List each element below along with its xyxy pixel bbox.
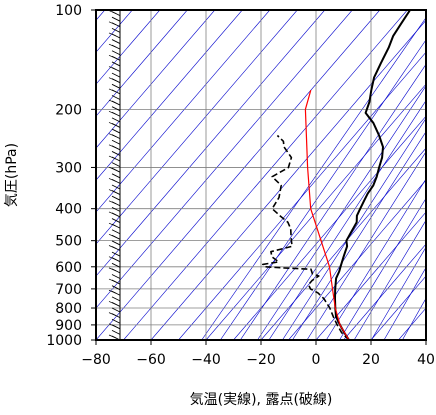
wind-barb	[112, 174, 120, 178]
wind-barb-flag	[109, 246, 116, 249]
isotherm-line	[426, 10, 436, 340]
wind-barb	[112, 297, 120, 301]
wind-barb	[112, 219, 120, 223]
mixing-ratio-line	[257, 10, 436, 340]
wind-barb-flag	[109, 201, 116, 204]
isotherm-line	[69, 10, 353, 340]
isotherm-line	[96, 10, 380, 340]
wind-barb-flag	[109, 22, 116, 25]
wind-barb	[112, 107, 120, 111]
mixing-ratio-line	[340, 10, 436, 340]
wind-barb-flag	[109, 324, 116, 327]
wind-barb	[112, 40, 120, 44]
wind-barb	[112, 207, 120, 211]
wind-barb	[112, 84, 120, 88]
wind-barb-flag	[109, 134, 116, 137]
wind-barb-flag	[109, 11, 116, 14]
wind-barb-flag	[109, 223, 116, 226]
wind-barb	[112, 140, 120, 144]
parcel-line	[305, 90, 349, 340]
isotherm-line	[41, 10, 325, 340]
x-tick-label: −20	[246, 352, 276, 368]
y-tick-label: 100	[55, 3, 82, 19]
wind-barb	[112, 308, 120, 312]
wind-barb	[112, 51, 120, 55]
x-tick-label: 20	[362, 352, 380, 368]
mixing-ratio-line	[354, 10, 436, 340]
y-tick-label: 200	[55, 102, 82, 118]
y-tick-label: 800	[55, 301, 82, 317]
wind-barb-flag	[109, 78, 116, 81]
isotherm-line	[399, 10, 436, 340]
isotherm-line	[124, 10, 408, 340]
wind-barb	[112, 196, 120, 200]
wind-barb-flag	[109, 234, 116, 237]
isotherm-line	[0, 10, 270, 340]
isotherm-line	[206, 10, 436, 340]
wind-barb	[112, 330, 120, 334]
isotherm-line	[0, 10, 187, 340]
wind-barb-flag	[109, 156, 116, 159]
isotherm-line	[151, 10, 435, 340]
y-tick-label: 1000	[46, 333, 82, 349]
wind-barb-flag	[109, 301, 116, 304]
y-tick-label: 900	[55, 318, 82, 334]
wind-barb-flag	[109, 100, 116, 103]
wind-barb	[112, 319, 120, 323]
wind-barb-flag	[109, 313, 116, 316]
wind-barb	[112, 129, 120, 133]
wind-barb	[112, 17, 120, 21]
wind-barb-flag	[109, 279, 116, 282]
y-tick-label: 600	[55, 260, 82, 276]
x-tick-label: 0	[312, 352, 321, 368]
wind-barbs	[109, 6, 120, 340]
wind-barb-flag	[109, 89, 116, 92]
mixing-ratio-line	[220, 10, 436, 340]
y-axis-label: 気圧(hPa)	[4, 143, 20, 207]
mixing-ratio-line	[202, 10, 432, 340]
wind-barb	[112, 118, 120, 122]
mixing-ratio-line	[402, 10, 436, 340]
wind-barb	[112, 73, 120, 77]
wind-barb-flag	[109, 55, 116, 58]
wind-barb-flag	[109, 44, 116, 47]
x-tick-label: 40	[417, 352, 435, 368]
mixing-ratio-line	[292, 10, 436, 340]
y-tick-label: 400	[55, 202, 82, 218]
y-tick-label: 700	[55, 282, 82, 298]
mixing-ratio-line	[384, 10, 436, 340]
wind-barb-flag	[109, 212, 116, 215]
y-tick-label: 300	[55, 160, 82, 176]
temperature-line	[335, 10, 410, 340]
isotherm-line	[261, 10, 436, 340]
wind-barb	[112, 163, 120, 167]
wind-barb-flag	[109, 268, 116, 271]
x-tick-label: −60	[136, 352, 166, 368]
wind-barb-flag	[109, 335, 116, 338]
wind-barb-flag	[109, 178, 116, 181]
isotherm-line	[344, 10, 436, 340]
x-axis-label: 気温(実線), 露点(破線)	[190, 392, 333, 408]
wind-barb-flag	[109, 145, 116, 148]
y-tick-label: 500	[55, 234, 82, 250]
wind-barb-flag	[109, 111, 116, 114]
wind-barb	[112, 274, 120, 278]
wind-barb	[112, 95, 120, 99]
isotherm-line	[316, 10, 436, 340]
series-lines	[263, 10, 410, 340]
x-tick-label: −40	[191, 352, 221, 368]
x-ticks: −80 −60 −40 −20 0 20 40	[81, 340, 435, 368]
mixing-ratio-line	[307, 10, 436, 340]
x-tick-label: −80	[81, 352, 111, 368]
wind-barb	[112, 241, 120, 245]
wind-barb-flag	[109, 122, 116, 125]
wind-barb	[112, 230, 120, 234]
isotherm-line	[179, 10, 436, 340]
